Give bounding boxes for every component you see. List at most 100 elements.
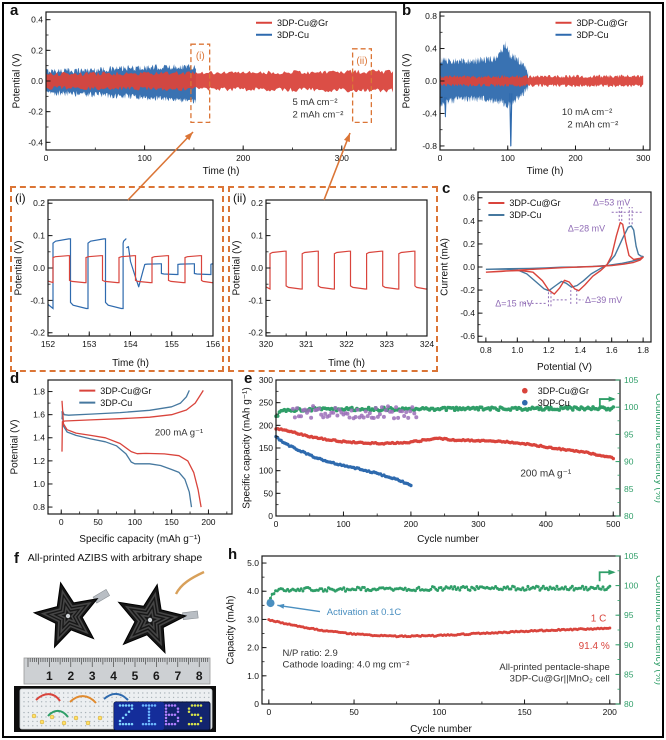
svg-text:320: 320 (259, 339, 273, 349)
panel-f-label: f (14, 550, 19, 567)
svg-text:300: 300 (259, 375, 273, 385)
svg-text:156: 156 (206, 339, 220, 349)
panel-a-chart: 0 100 200 300 -0.4 -0.2 0.0 0.2 0.4 Time (h) Poten… (10, 6, 402, 178)
svg-text:1.6: 1.6 (606, 345, 618, 355)
panel-f-photo: All-printed AZIBS with arbitrary shape 1… (8, 548, 222, 734)
svg-text:-0.2: -0.2 (460, 285, 475, 295)
panel-a-label: a (10, 2, 19, 19)
panel-c-label: c (442, 180, 451, 197)
svg-text:Time (h): Time (h) (112, 358, 149, 369)
svg-text:200: 200 (404, 519, 418, 529)
svg-text:100: 100 (336, 519, 350, 529)
svg-text:Δ=53 mV: Δ=53 mV (593, 198, 630, 208)
svg-text:Capacity (mAh): Capacity (mAh) (226, 596, 237, 665)
svg-text:Potential (V): Potential (V) (10, 419, 21, 474)
panel-h-chart: 0 50 100 150 200 0 1.0 2.0 3.0 4.0 5.0 80 85 90 95 100 1… (224, 548, 661, 736)
svg-text:80: 80 (624, 511, 634, 521)
svg-text:Δ=15 mV: Δ=15 mV (495, 298, 532, 308)
svg-text:5.0: 5.0 (247, 558, 259, 568)
svg-text:Cathode loading: 4.0 mg cm⁻²: Cathode loading: 4.0 mg cm⁻² (282, 659, 409, 670)
svg-text:100: 100 (624, 581, 638, 591)
svg-text:100: 100 (624, 402, 638, 412)
svg-text:324: 324 (420, 339, 434, 349)
svg-text:3DP-Cu@Gr: 3DP-Cu@Gr (277, 18, 328, 28)
svg-text:-0.8: -0.8 (422, 141, 437, 151)
svg-text:322: 322 (339, 339, 353, 349)
svg-text:4.0: 4.0 (247, 586, 259, 596)
inset-i-label: (i) (15, 191, 26, 205)
svg-text:0.8: 0.8 (480, 345, 492, 355)
svg-text:50: 50 (93, 517, 103, 527)
svg-text:3DP-Cu@Gr: 3DP-Cu@Gr (577, 18, 628, 28)
svg-text:323: 323 (380, 339, 394, 349)
svg-text:0.0: 0.0 (31, 76, 43, 86)
svg-text:150: 150 (259, 443, 273, 453)
svg-text:150: 150 (517, 707, 531, 717)
svg-text:7: 7 (174, 669, 181, 683)
svg-text:1.0: 1.0 (33, 479, 45, 489)
svg-text:3DP-Cu@Gr: 3DP-Cu@Gr (100, 386, 151, 396)
svg-text:200: 200 (568, 153, 582, 163)
svg-text:Time (h): Time (h) (527, 166, 564, 177)
svg-text:5 mA cm⁻²: 5 mA cm⁻² (292, 97, 337, 108)
svg-text:Specific capacity (mAh g⁻¹): Specific capacity (mAh g⁻¹) (79, 534, 200, 545)
panel-b-chart: 0 100 200 300 -0.8 -0.4 0.0 0.4 0.8 Time (h) Poten… (400, 6, 658, 178)
svg-text:100: 100 (432, 707, 446, 717)
svg-text:0.0: 0.0 (33, 263, 45, 273)
svg-text:1.8: 1.8 (637, 345, 649, 355)
svg-text:8: 8 (196, 669, 203, 683)
svg-text:105: 105 (624, 551, 638, 561)
svg-text:3DP-Cu: 3DP-Cu (577, 30, 609, 40)
svg-text:200 mA g⁻¹: 200 mA g⁻¹ (155, 427, 203, 438)
svg-text:1.4: 1.4 (574, 345, 586, 355)
svg-text:0: 0 (266, 707, 271, 717)
svg-text:200: 200 (603, 707, 617, 717)
svg-text:Potential (V): Potential (V) (537, 362, 592, 373)
svg-text:3DP-Cu@Gr: 3DP-Cu@Gr (509, 198, 560, 208)
svg-text:0.2: 0.2 (33, 198, 45, 208)
svg-text:3: 3 (89, 669, 96, 683)
svg-text:0.8: 0.8 (33, 502, 45, 512)
svg-text:3DP-Cu@Gr||MnO₂ cell: 3DP-Cu@Gr||MnO₂ cell (510, 673, 610, 684)
svg-text:10 mA cm⁻²: 10 mA cm⁻² (562, 107, 612, 118)
svg-text:50: 50 (264, 488, 274, 498)
svg-text:Δ=28 mV: Δ=28 mV (568, 223, 605, 233)
svg-text:1 C: 1 C (591, 614, 607, 625)
svg-text:500: 500 (606, 519, 620, 529)
svg-text:300: 300 (636, 153, 650, 163)
svg-text:6: 6 (153, 669, 160, 683)
svg-text:-0.2: -0.2 (28, 107, 43, 117)
svg-text:0.0: 0.0 (425, 76, 437, 86)
photo-caption: All-printed AZIBS with arbitrary shape (27, 552, 203, 564)
svg-text:3DP-Cu: 3DP-Cu (277, 30, 309, 40)
svg-text:Current (mA): Current (mA) (440, 238, 451, 296)
svg-text:0.8: 0.8 (425, 11, 437, 21)
svg-text:300: 300 (471, 519, 485, 529)
svg-text:0.2: 0.2 (251, 198, 263, 208)
svg-text:Potential (V): Potential (V) (14, 240, 25, 295)
svg-text:N/P ratio: 2.9: N/P ratio: 2.9 (282, 648, 337, 659)
svg-text:3DP-Cu: 3DP-Cu (538, 398, 570, 408)
panel-b-label: b (402, 2, 412, 19)
inset-ii-box: (ii) 320 321 322 323 324 -0.2 -0.1 0.0 0.1 0.2 Tim… (228, 186, 438, 372)
svg-text:85: 85 (624, 669, 634, 679)
svg-text:Coulombic efficiency (%): Coulombic efficiency (%) (653, 575, 660, 685)
svg-text:152: 152 (41, 339, 55, 349)
svg-text:All-printed pentacle-shape: All-printed pentacle-shape (499, 662, 609, 673)
panel-d-chart: 0 50 100 150 200 0.8 1.0 1.2 1.4 1.6 1.8 Specific c… (8, 374, 240, 546)
svg-text:-0.1: -0.1 (30, 295, 45, 305)
inset-i-box: (i) 152 153 154 155 156 -0.2 -0.1 0.0 0.1 0.2 Time… (10, 186, 224, 372)
svg-text:4: 4 (110, 669, 117, 683)
svg-text:Potential (V): Potential (V) (402, 53, 413, 108)
svg-text:1.8: 1.8 (33, 387, 45, 397)
inset-ii-chart: 320 321 322 323 324 -0.2 -0.1 0.0 0.1 0.2 Time (h)… (230, 188, 436, 370)
svg-text:0.1: 0.1 (33, 231, 45, 241)
svg-text:100: 100 (128, 517, 142, 527)
svg-text:0.6: 0.6 (463, 193, 475, 203)
svg-text:0: 0 (254, 699, 259, 709)
panel-d-label: d (10, 370, 20, 387)
svg-text:90: 90 (624, 457, 634, 467)
svg-text:50: 50 (349, 707, 359, 717)
